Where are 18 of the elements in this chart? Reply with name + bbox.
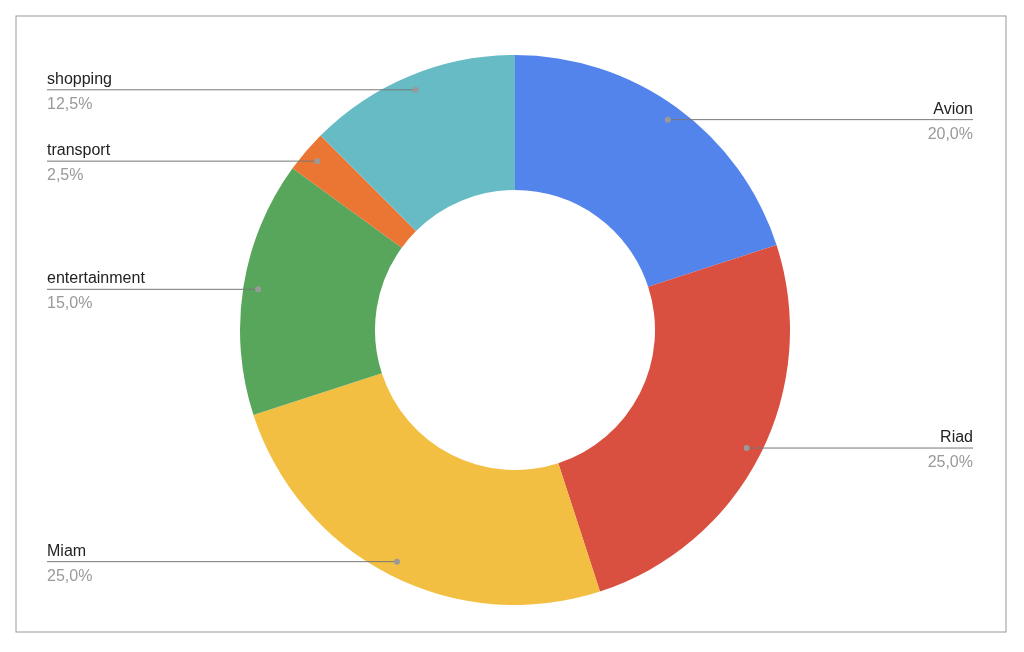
donut-slice <box>292 135 417 248</box>
donut-slice <box>320 55 515 232</box>
slice-label: Riad <box>940 428 973 446</box>
donut-slice <box>558 245 790 592</box>
slice-label: transport <box>47 141 111 159</box>
data-label: 25,0% <box>47 566 93 584</box>
data-label: 25,0% <box>927 453 973 471</box>
slice-label: Avion <box>933 99 973 117</box>
slice-label: Miam <box>47 541 87 559</box>
donut-slice <box>240 168 402 415</box>
donut-slice <box>515 55 777 287</box>
donut-slice <box>253 373 600 605</box>
data-label: 2,5% <box>47 166 84 184</box>
slice-label: entertainment <box>47 269 146 287</box>
data-label: 15,0% <box>47 294 93 312</box>
data-label: 20,0% <box>927 124 973 142</box>
slice-label: shopping <box>47 69 112 87</box>
data-label: 12,5% <box>47 94 93 112</box>
